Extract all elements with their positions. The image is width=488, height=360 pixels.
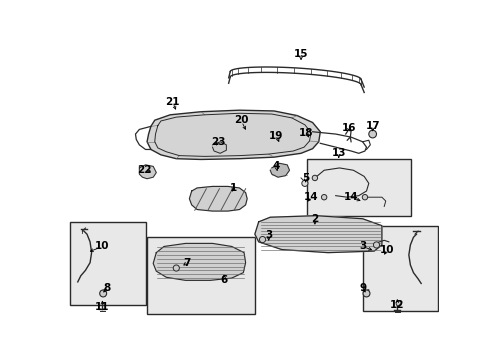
Polygon shape (270, 163, 289, 177)
Text: 3: 3 (358, 242, 366, 252)
Bar (70, 222, 145, 305)
Polygon shape (212, 142, 226, 153)
Text: 13: 13 (331, 148, 346, 158)
Text: 11: 11 (95, 302, 109, 311)
Circle shape (368, 130, 376, 138)
Text: 15: 15 (293, 49, 307, 59)
Text: 6: 6 (220, 275, 227, 285)
Circle shape (321, 194, 326, 200)
Text: 7: 7 (183, 258, 190, 267)
Polygon shape (153, 243, 245, 280)
Polygon shape (254, 216, 381, 253)
Circle shape (362, 290, 369, 297)
Text: 21: 21 (165, 97, 180, 107)
Circle shape (373, 242, 379, 248)
Circle shape (173, 265, 179, 271)
Text: 3: 3 (264, 230, 272, 240)
Bar (147, 237, 254, 314)
Polygon shape (189, 186, 246, 211)
Bar (362, 226, 437, 311)
Text: 10: 10 (379, 244, 394, 255)
Circle shape (362, 194, 367, 200)
Text: 18: 18 (299, 127, 313, 138)
Text: 17: 17 (365, 121, 379, 131)
Text: 1: 1 (229, 183, 236, 193)
Text: 10: 10 (95, 242, 109, 252)
Circle shape (100, 290, 106, 297)
Circle shape (395, 301, 401, 306)
Text: 22: 22 (137, 165, 152, 175)
Text: 14: 14 (343, 192, 358, 202)
Text: 20: 20 (233, 115, 248, 125)
Text: 5: 5 (302, 173, 309, 183)
Polygon shape (147, 110, 320, 159)
Text: 9: 9 (358, 283, 366, 293)
Text: 23: 23 (210, 137, 224, 147)
Text: 2: 2 (311, 214, 318, 224)
Circle shape (301, 180, 307, 186)
Text: 19: 19 (269, 131, 283, 141)
Polygon shape (139, 165, 156, 179)
Text: 8: 8 (103, 283, 110, 293)
Text: 16: 16 (341, 123, 355, 133)
Bar (306, 159, 410, 216)
Text: 4: 4 (272, 161, 280, 171)
Circle shape (311, 175, 317, 181)
Text: 14: 14 (303, 192, 318, 202)
Text: 12: 12 (389, 300, 404, 310)
Circle shape (259, 237, 265, 243)
